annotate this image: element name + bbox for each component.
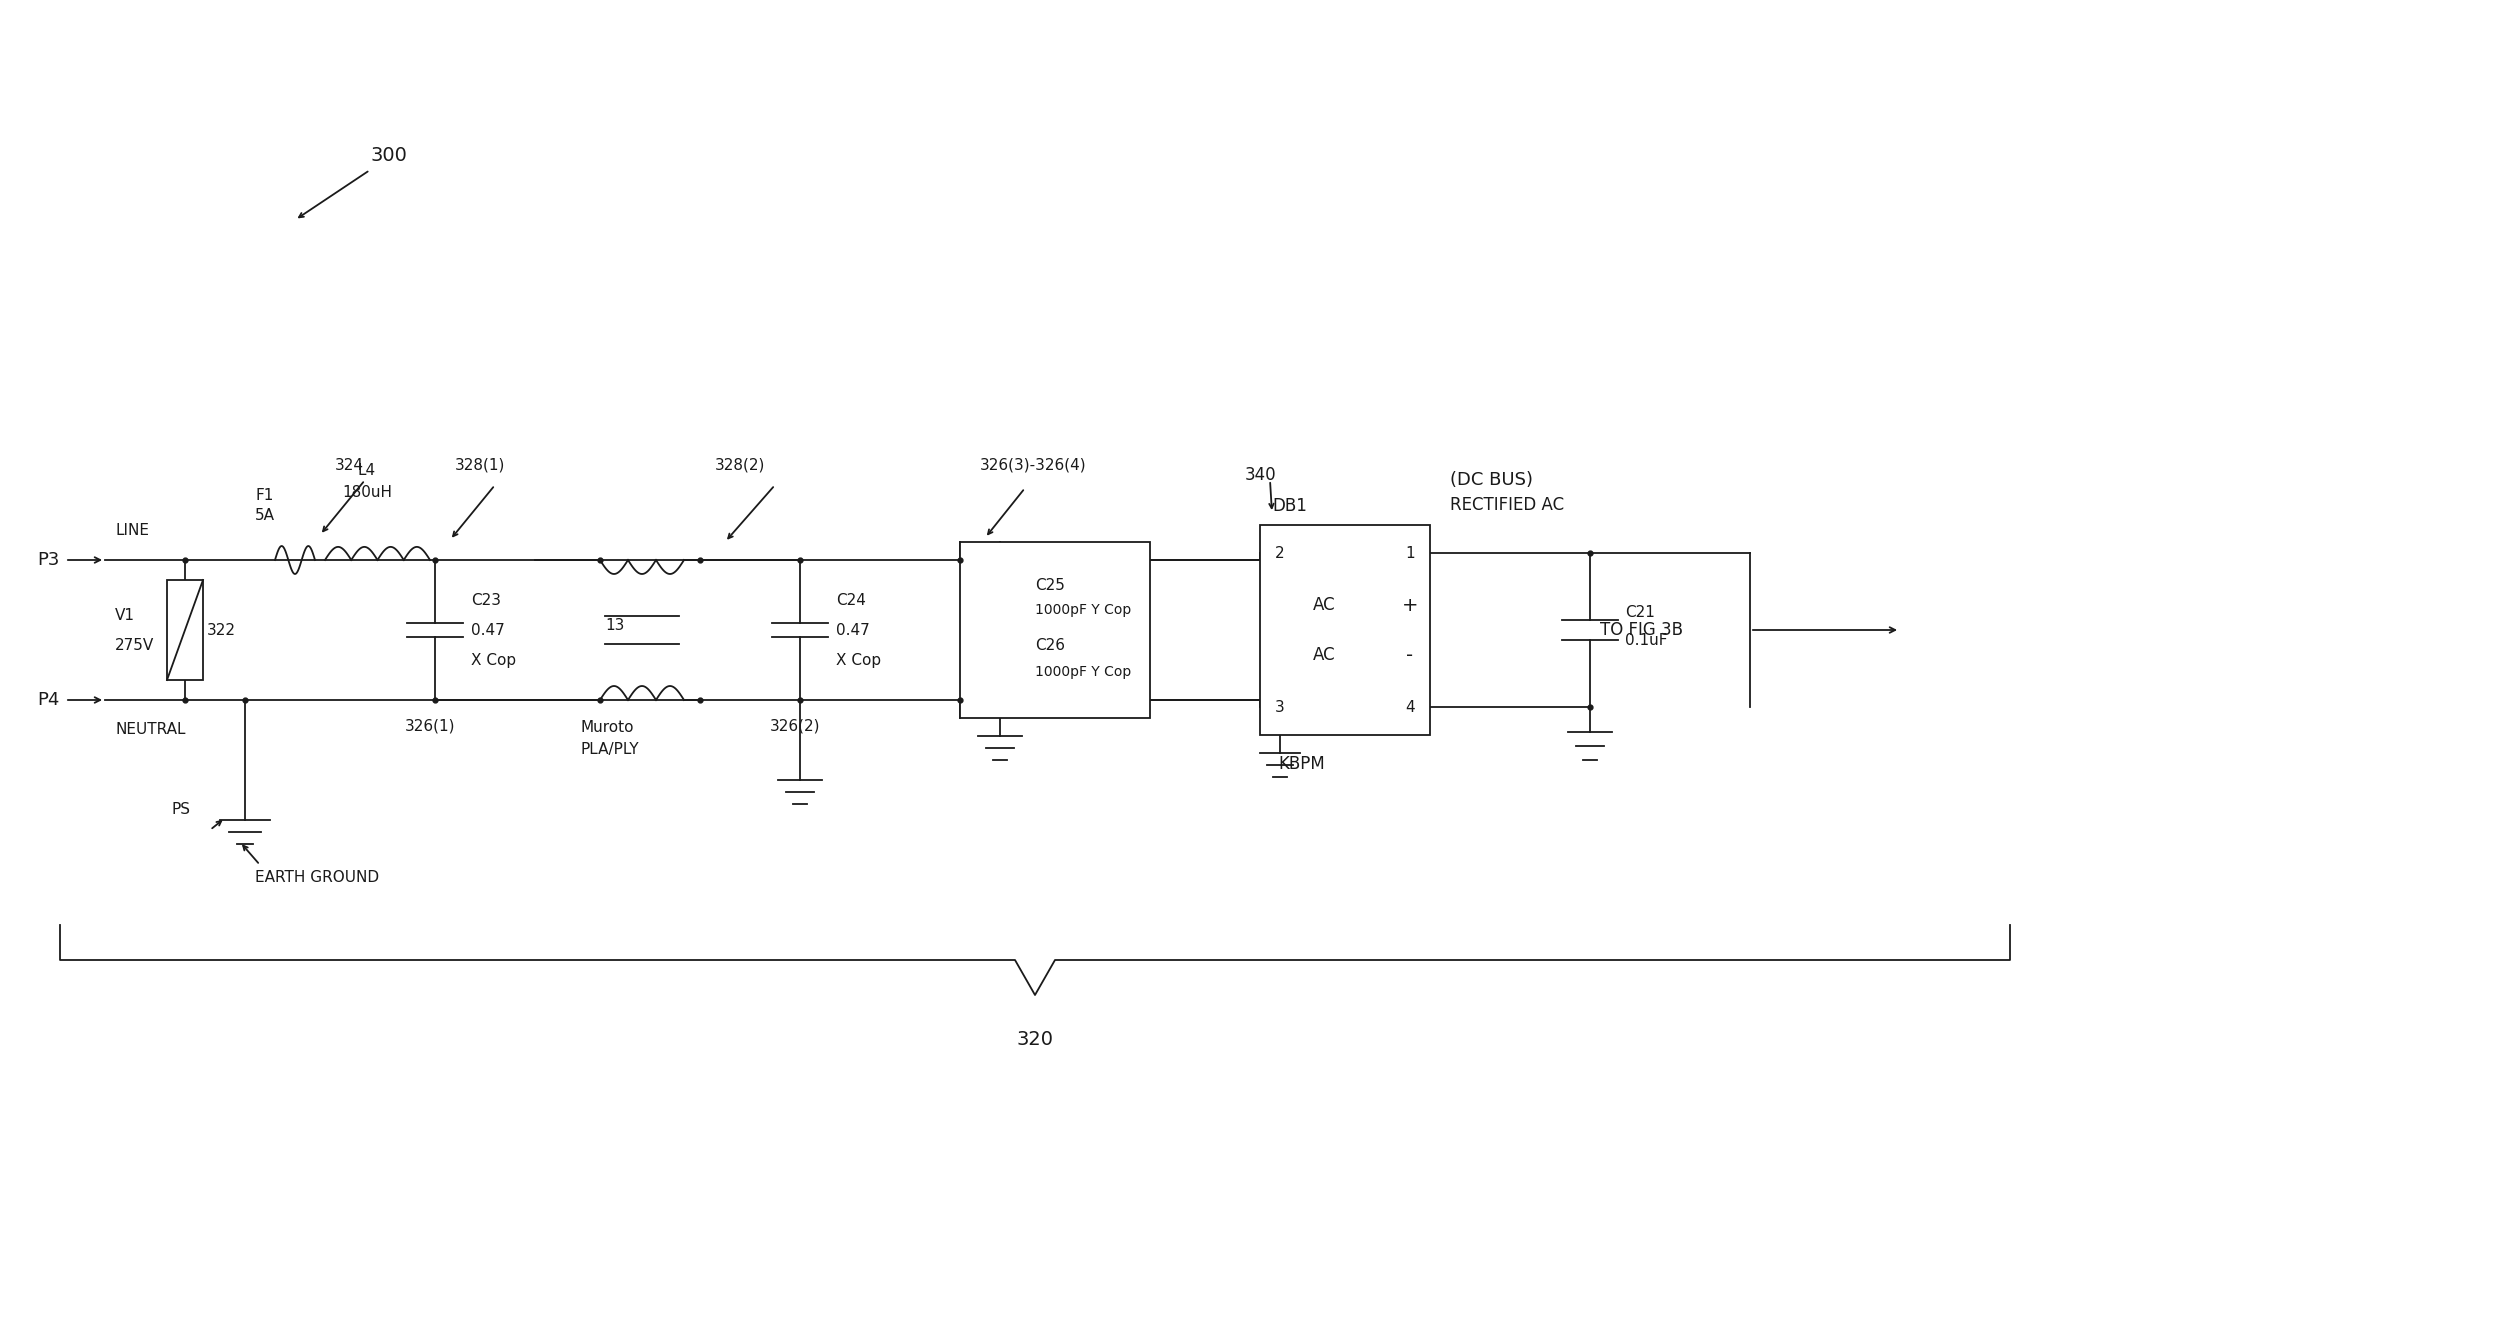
Text: F1: F1 bbox=[256, 487, 274, 503]
Text: C23: C23 bbox=[472, 593, 500, 608]
Text: 328(1): 328(1) bbox=[455, 458, 505, 473]
Text: X Cop: X Cop bbox=[472, 653, 515, 667]
Text: (DC BUS): (DC BUS) bbox=[1449, 471, 1532, 489]
Text: 320: 320 bbox=[1017, 1030, 1053, 1049]
Text: 180uH: 180uH bbox=[342, 485, 392, 499]
Text: C25: C25 bbox=[1035, 577, 1065, 593]
Text: 340: 340 bbox=[1246, 466, 1276, 485]
Text: Muroto: Muroto bbox=[580, 720, 633, 735]
Text: 326(2): 326(2) bbox=[771, 718, 821, 733]
Text: 328(2): 328(2) bbox=[716, 458, 766, 473]
Text: 1000pF Y Cop: 1000pF Y Cop bbox=[1035, 602, 1130, 617]
Text: 5A: 5A bbox=[256, 507, 274, 523]
Text: 4: 4 bbox=[1404, 699, 1414, 715]
Text: 1: 1 bbox=[1404, 545, 1414, 560]
Text: +: + bbox=[1402, 596, 1419, 614]
Text: P4: P4 bbox=[38, 691, 60, 708]
Text: P3: P3 bbox=[38, 551, 60, 569]
Text: NEUTRAL: NEUTRAL bbox=[116, 722, 186, 737]
Text: PS: PS bbox=[171, 802, 191, 817]
Bar bbox=[1261, 526, 1429, 735]
Text: 324: 324 bbox=[334, 458, 364, 473]
Text: V1: V1 bbox=[116, 608, 136, 622]
Text: PLA/PLY: PLA/PLY bbox=[580, 741, 638, 757]
Text: 275V: 275V bbox=[116, 637, 153, 653]
Text: AC: AC bbox=[1314, 646, 1336, 665]
Text: TO FIG 3B: TO FIG 3B bbox=[1600, 621, 1683, 639]
Text: 322: 322 bbox=[206, 622, 236, 637]
Text: 2: 2 bbox=[1276, 545, 1284, 560]
Text: AC: AC bbox=[1314, 596, 1336, 614]
Text: -: - bbox=[1407, 646, 1414, 665]
Text: X Cop: X Cop bbox=[836, 653, 882, 667]
Text: 0.47: 0.47 bbox=[472, 622, 505, 637]
Bar bbox=[166, 580, 203, 681]
Text: C21: C21 bbox=[1625, 605, 1655, 620]
Bar bbox=[960, 542, 1150, 718]
Text: 326(1): 326(1) bbox=[404, 718, 455, 733]
Text: 0.47: 0.47 bbox=[836, 622, 869, 637]
Text: 326(3)-326(4): 326(3)-326(4) bbox=[980, 458, 1088, 473]
Text: DB1: DB1 bbox=[1271, 496, 1306, 515]
Text: KBPM: KBPM bbox=[1279, 755, 1324, 773]
Text: C26: C26 bbox=[1035, 637, 1065, 653]
Text: 3: 3 bbox=[1276, 699, 1284, 715]
Text: C24: C24 bbox=[836, 593, 867, 608]
Text: RECTIFIED AC: RECTIFIED AC bbox=[1449, 496, 1565, 514]
Text: 1000pF Y Cop: 1000pF Y Cop bbox=[1035, 665, 1130, 679]
Text: EARTH GROUND: EARTH GROUND bbox=[256, 870, 379, 884]
Text: 300: 300 bbox=[369, 146, 407, 164]
Text: 13: 13 bbox=[605, 617, 625, 633]
Text: LINE: LINE bbox=[116, 523, 148, 538]
Text: 0.1uF: 0.1uF bbox=[1625, 633, 1668, 647]
Text: L4: L4 bbox=[357, 462, 377, 478]
